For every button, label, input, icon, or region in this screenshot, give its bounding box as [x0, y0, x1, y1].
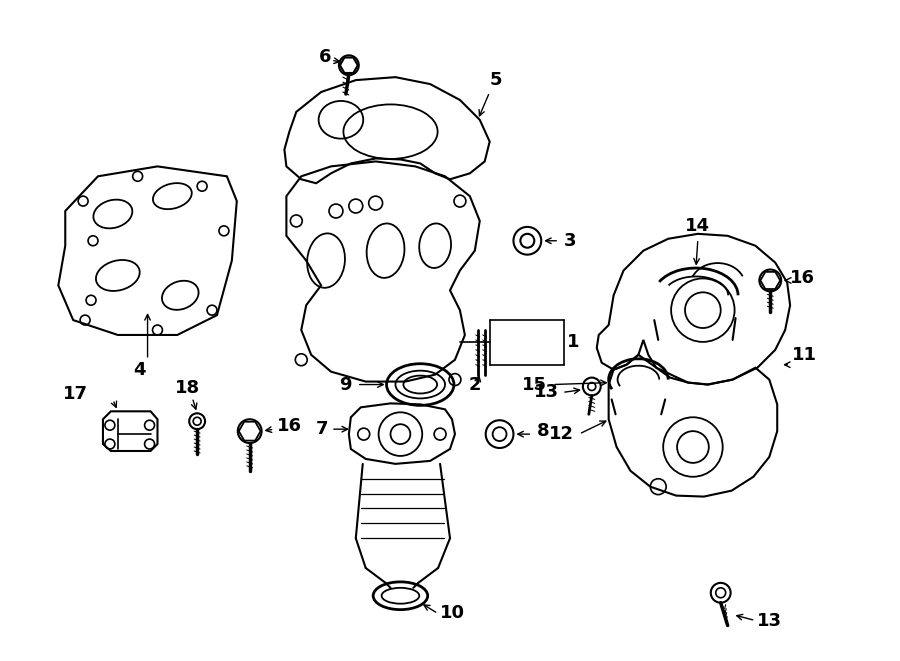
Text: 3: 3: [564, 232, 577, 250]
Text: 12: 12: [549, 425, 574, 443]
Text: 13: 13: [758, 611, 782, 629]
Text: 18: 18: [175, 379, 200, 397]
Text: 7: 7: [316, 420, 328, 438]
Text: 14: 14: [686, 217, 710, 235]
Text: 2: 2: [469, 375, 481, 393]
Text: 5: 5: [490, 71, 502, 89]
Text: 13: 13: [534, 383, 559, 401]
Text: 1: 1: [567, 333, 580, 351]
Text: 16: 16: [790, 270, 815, 288]
Text: 15: 15: [522, 375, 547, 393]
Text: 10: 10: [440, 603, 465, 621]
Text: 6: 6: [320, 48, 331, 66]
Text: 17: 17: [63, 385, 87, 403]
Text: 11: 11: [792, 346, 817, 364]
Text: 8: 8: [537, 422, 550, 440]
Text: 16: 16: [276, 417, 302, 435]
Text: 4: 4: [132, 361, 145, 379]
Text: 9: 9: [339, 375, 351, 393]
